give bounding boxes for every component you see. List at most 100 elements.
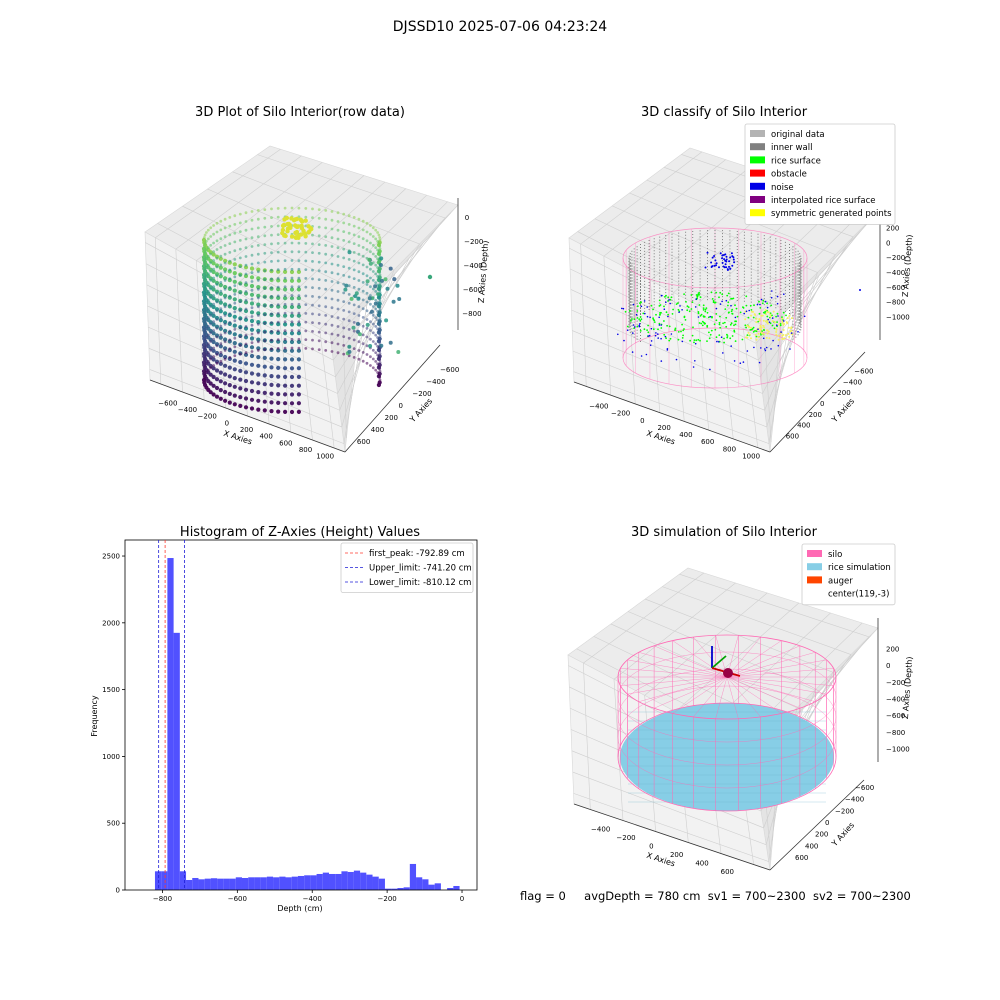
raw-point: [270, 207, 273, 211]
z-tick-label: −600: [463, 286, 482, 294]
raw-point: [427, 274, 433, 280]
raw-point: [209, 287, 213, 291]
raw-point: [223, 331, 227, 335]
raw-point: [233, 301, 237, 305]
raw-point: [206, 228, 210, 232]
noise-point: [695, 298, 697, 300]
raw-point: [347, 336, 351, 340]
rice-surface-point: [680, 330, 682, 333]
x-axis-line: [149, 379, 346, 453]
noise-point: [721, 261, 724, 264]
raw-point: [276, 224, 280, 228]
raw-point: [243, 361, 249, 366]
raw-point: [219, 359, 223, 363]
symmetric-point: [772, 310, 775, 313]
raw-point: [263, 286, 267, 290]
raw-point: [347, 231, 351, 235]
raw-point: [256, 322, 260, 326]
raw-point: [369, 355, 372, 359]
raw-point: [219, 272, 223, 276]
noise-point: [758, 361, 761, 364]
grid-line: [572, 330, 765, 411]
raw-point: [344, 283, 349, 288]
raw-point: [283, 401, 288, 406]
symmetric-point: [775, 331, 778, 333]
raw-point: [211, 374, 216, 380]
raw-point: [378, 263, 383, 267]
raw-point: [212, 294, 216, 297]
raw-point: [289, 357, 295, 362]
raw-point: [218, 283, 223, 288]
symmetric-point: [781, 338, 784, 340]
raw-point: [378, 376, 382, 379]
raw-point: [369, 285, 372, 289]
raw-point: [227, 365, 232, 370]
raw-point: [263, 278, 267, 281]
raw-point: [289, 269, 295, 275]
rice-surface-point: [683, 293, 685, 295]
raw-point: [269, 382, 274, 387]
rice-surface-point: [624, 310, 627, 313]
z-tick-label: −400: [886, 696, 905, 704]
histogram-bar: [353, 870, 361, 890]
raw-point: [203, 338, 207, 342]
raw-point: [205, 231, 208, 234]
symmetric-point: [777, 334, 780, 337]
raw-point: [311, 312, 314, 316]
noise-point: [660, 337, 662, 340]
panel-simulation-3d: 3D simulation of Silo Interior −400−2000…: [567, 525, 914, 876]
symmetric-point: [760, 328, 762, 331]
noise-point: [771, 290, 773, 292]
raw-point: [330, 218, 334, 222]
raw-point: [263, 225, 267, 229]
auger-body: [723, 668, 733, 678]
raw-point: [243, 317, 249, 322]
noise-point: [772, 339, 774, 342]
grid-line: [577, 231, 765, 327]
raw-point: [352, 347, 356, 350]
raw-point: [296, 339, 301, 344]
z-tick-label: −200: [464, 238, 483, 246]
raw-point: [223, 349, 227, 352]
rice-surface-point: [708, 331, 710, 334]
raw-point: [283, 366, 288, 371]
rice-surface-point: [693, 339, 696, 341]
raw-point: [214, 394, 220, 399]
noise-point: [654, 334, 657, 337]
raw-point: [223, 252, 227, 256]
raw-point: [203, 364, 207, 368]
raw-point: [276, 374, 281, 379]
raw-point: [243, 387, 249, 392]
raw-point: [227, 391, 232, 396]
raw-point: [256, 244, 260, 247]
rice-surface-point: [728, 311, 730, 314]
raw-point: [203, 259, 207, 263]
raw-point: [276, 313, 281, 318]
raw-point: [378, 358, 382, 362]
rice-surface-point: [660, 327, 663, 329]
noise-point: [777, 344, 780, 347]
raw-point: [324, 340, 328, 344]
raw-point: [269, 374, 274, 379]
raw-point: [378, 253, 382, 257]
raw-point: [256, 363, 261, 368]
histogram-bar: [254, 877, 261, 890]
rice-surface-point: [698, 304, 701, 306]
grid-line: [645, 598, 834, 673]
raw-point: [250, 210, 254, 213]
raw-point: [330, 236, 334, 240]
y-axis-label: Y Axies: [407, 397, 434, 425]
histogram-bar: [434, 883, 441, 890]
raw-point: [365, 322, 370, 327]
noise-point: [714, 259, 717, 262]
silo-wire: [726, 676, 782, 714]
raw-point: [290, 276, 294, 280]
raw-point: [276, 269, 281, 274]
rice-surface-point: [727, 292, 730, 295]
grid-line: [573, 793, 769, 862]
raw-point: [228, 268, 232, 272]
raw-point: [233, 354, 237, 358]
raw-point: [205, 309, 208, 313]
legend-entry: Upper_limit: -741.20 cm: [369, 564, 472, 574]
